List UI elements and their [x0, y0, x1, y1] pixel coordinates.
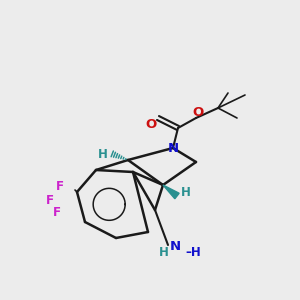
Text: H: H — [98, 148, 108, 160]
Text: N: N — [169, 239, 181, 253]
Text: –H: –H — [185, 245, 201, 259]
Text: N: N — [167, 142, 178, 154]
Text: F: F — [53, 206, 61, 220]
Text: O: O — [192, 106, 204, 118]
Text: F: F — [56, 181, 64, 194]
Text: H: H — [159, 245, 169, 259]
Text: O: O — [146, 118, 157, 131]
Text: H: H — [181, 187, 191, 200]
Polygon shape — [163, 185, 179, 199]
Text: F: F — [46, 194, 54, 206]
